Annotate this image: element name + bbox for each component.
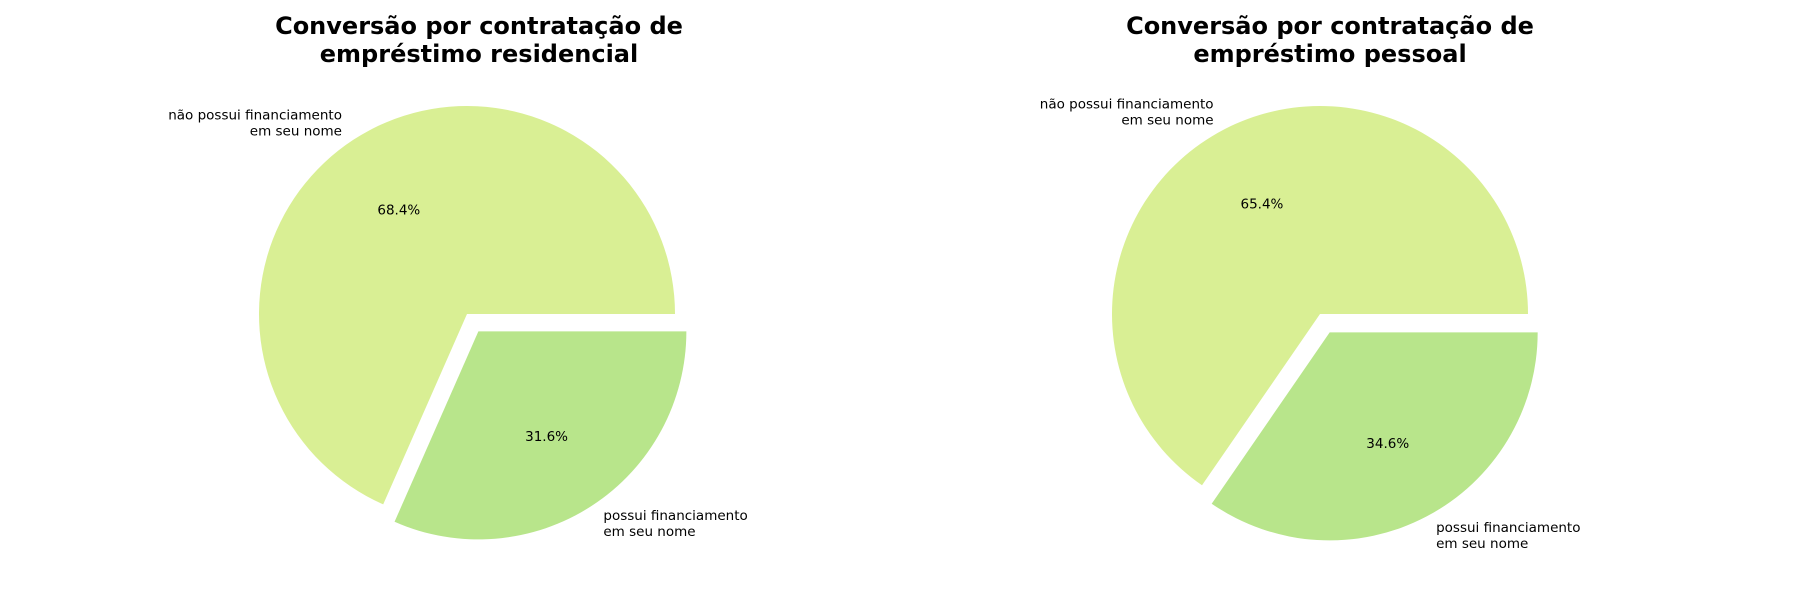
- slice-percent-label: 31.6%: [525, 429, 568, 445]
- pie-slice-1: [1112, 106, 1528, 486]
- slice-category-label: não possui financiamento em seu nome: [1040, 96, 1214, 128]
- chart-title: Conversão por contratação de empréstimo p…: [1126, 12, 1534, 68]
- pie-chart-1: Conversão por contratação de empréstimo r…: [168, 12, 748, 540]
- pie-chart-2: Conversão por contratação de empréstimo p…: [1040, 12, 1581, 552]
- slice-category-label: possui financiamento em seu nome: [603, 508, 747, 540]
- pie-slice-1: [259, 106, 675, 505]
- slice-category-label: não possui financiamento em seu nome: [168, 107, 342, 139]
- pie-slice-2: [394, 331, 687, 540]
- slice-percent-label: 68.4%: [377, 202, 420, 218]
- chart-title: Conversão por contratação de empréstimo r…: [275, 12, 683, 68]
- slice-category-label: possui financiamento em seu nome: [1436, 520, 1580, 552]
- slice-percent-label: 65.4%: [1241, 197, 1284, 213]
- slice-percent-label: 34.6%: [1366, 436, 1409, 452]
- pie-slice-2: [1211, 332, 1538, 541]
